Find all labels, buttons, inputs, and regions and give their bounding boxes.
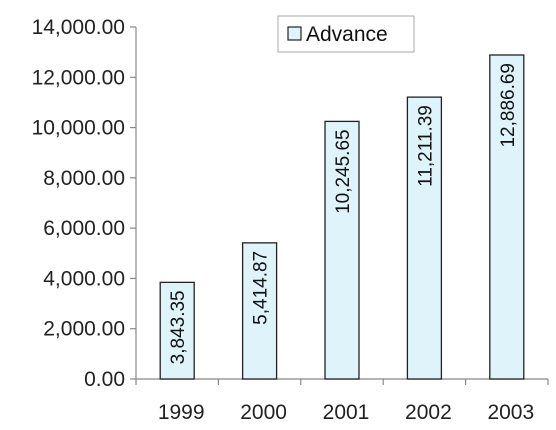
legend-label-advance: Advance: [306, 23, 388, 46]
data-label: 11,211.39: [415, 105, 436, 187]
x-tick-label: 2003: [487, 401, 534, 424]
x-axis: 1999 2000 2001 2002 2003: [135, 378, 549, 424]
bar: [159, 281, 195, 380]
y-tick-label: 10,000.00: [32, 117, 125, 140]
x-tick-label: 2001: [323, 401, 370, 424]
x-tick-label: 2000: [240, 401, 287, 424]
x-tick-label: 2002: [405, 401, 452, 424]
y-tick-label: 12,000.00: [32, 66, 125, 89]
y-tick-label: 14,000.00: [32, 16, 125, 39]
data-label: 5,414.87: [251, 251, 272, 325]
bar: [324, 120, 360, 380]
y-tick-label: 0.00: [84, 368, 125, 391]
data-label: 10,245.65: [333, 129, 354, 214]
legend: Advance: [277, 15, 415, 53]
legend-swatch-advance: [287, 26, 302, 41]
data-label: 12,886.69: [498, 63, 519, 148]
y-tick-label: 8,000.00: [43, 167, 125, 190]
bars: 3,843.35 5,414.87 10,245.65 11,211.39 12,886…: [159, 54, 525, 380]
x-tick-label: 1999: [158, 401, 205, 424]
y-tick-label: 4,000.00: [43, 267, 125, 290]
y-tick-label: 6,000.00: [43, 217, 125, 240]
bar: [489, 54, 525, 380]
bar: [406, 96, 443, 380]
bar: [241, 242, 278, 380]
y-tick-label: 2,000.00: [43, 318, 125, 341]
data-label: 3,843.35: [168, 290, 189, 364]
y-axis: 0.00 2,000.00 4,000.00 6,000.00 8,000.00 10,0…: [32, 16, 137, 391]
